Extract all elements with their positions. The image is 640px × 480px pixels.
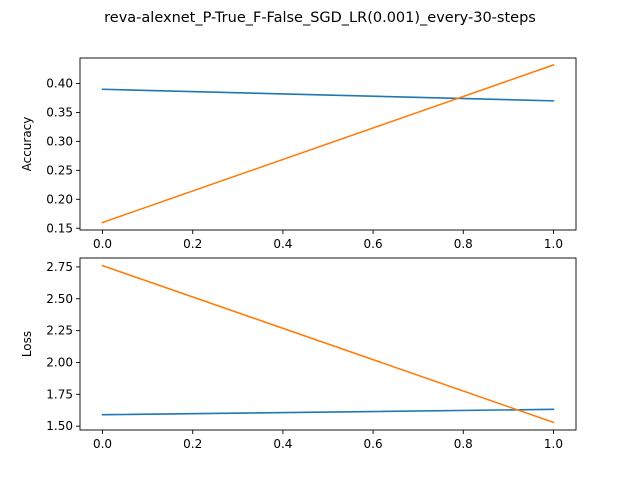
loss-x-tick-label: 0.8 <box>454 437 473 451</box>
accuracy-axes-frame <box>79 57 577 231</box>
accuracy-x-tick-label: 0.0 <box>93 237 112 251</box>
loss-y-tick-label: 2.50 <box>46 292 73 306</box>
figure-title: reva-alexnet_P-True_F-False_SGD_LR(0.001… <box>104 10 536 26</box>
loss-x-tick-label: 0.4 <box>273 437 292 451</box>
accuracy-y-tick-label: 0.30 <box>46 134 73 148</box>
loss-y-tick-label: 1.75 <box>46 387 73 401</box>
accuracy-x-tick-label: 0.2 <box>183 237 202 251</box>
loss-y-axis-label: Loss <box>20 331 34 357</box>
loss-subplot: 0.0 0.2 0.4 0.6 0.8 1.0 1.50 1.75 2.00 2.25 2.50 2.… <box>20 257 577 451</box>
accuracy-subplot: 0.0 0.2 0.4 0.6 0.8 1.0 0.15 0.20 0.25 0.30 0.35 0.… <box>20 57 577 251</box>
accuracy-y-tick-label: 0.25 <box>46 163 73 177</box>
loss-y-tick-label: 1.50 <box>46 419 73 433</box>
accuracy-x-tick-label: 1.0 <box>544 237 563 251</box>
loss-axes-frame <box>79 257 577 431</box>
accuracy-y-tick-label: 0.35 <box>46 105 73 119</box>
accuracy-y-tick-label: 0.15 <box>46 221 73 235</box>
accuracy-x-tick-label: 0.8 <box>454 237 473 251</box>
loss-y-tick-label: 2.25 <box>46 324 73 338</box>
accuracy-y-axis-label: Accuracy <box>20 117 34 172</box>
loss-y-tick-label: 2.75 <box>46 260 73 274</box>
accuracy-series-1-line <box>101 88 555 102</box>
loss-y-tick-label: 2.00 <box>46 355 73 369</box>
loss-series-1-line <box>101 408 555 416</box>
accuracy-x-tick-label: 0.4 <box>273 237 292 251</box>
accuracy-y-tick-label: 0.40 <box>46 76 73 90</box>
plots-container: 0.0 0.2 0.4 0.6 0.8 1.0 0.15 0.20 0.25 0.30 0.35 0.… <box>20 57 577 451</box>
loss-x-tick-label: 1.0 <box>544 437 563 451</box>
accuracy-series-2-line <box>101 63 555 224</box>
loss-series-2-line <box>101 264 555 424</box>
accuracy-y-tick-label: 0.20 <box>46 192 73 206</box>
loss-x-tick-label: 0.6 <box>364 437 383 451</box>
loss-x-tick-label: 0.0 <box>93 437 112 451</box>
accuracy-x-tick-label: 0.6 <box>364 237 383 251</box>
loss-x-tick-label: 0.2 <box>183 437 202 451</box>
